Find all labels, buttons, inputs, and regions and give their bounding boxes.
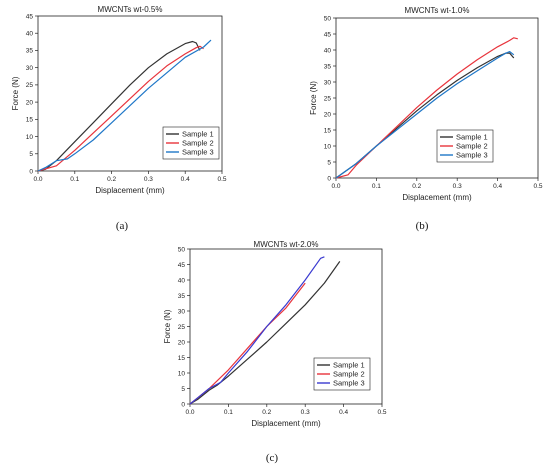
legend-entry: Sample 2 — [456, 142, 488, 151]
series-line-3 — [189, 256, 325, 405]
x-axis-label: Displacement (mm) — [95, 186, 165, 195]
series-line-3 — [37, 39, 212, 172]
series-line-2 — [335, 37, 518, 179]
x-tick-label: 0.5 — [377, 409, 386, 416]
y-tick-label: 15 — [26, 117, 34, 124]
x-tick-label: 0.3 — [453, 183, 462, 190]
chart-title: MWCNTs wt-1.0% — [405, 6, 470, 15]
x-tick-label: 0.2 — [412, 183, 421, 190]
panel-caption: (b) — [416, 220, 429, 232]
legend-entry: Sample 1 — [333, 361, 365, 370]
x-tick-label: 0.5 — [533, 183, 542, 190]
y-tick-label: 35 — [178, 293, 186, 300]
series-line-3 — [335, 51, 515, 179]
x-tick-label: 0.4 — [493, 183, 502, 190]
y-tick-label: 5 — [181, 386, 185, 393]
y-tick-label: 10 — [324, 143, 332, 150]
panel-caption: (c) — [266, 452, 279, 464]
legend-entry: Sample 1 — [456, 133, 488, 142]
y-tick-label: 5 — [327, 159, 331, 166]
y-tick-label: 15 — [324, 127, 332, 134]
y-tick-label: 50 — [324, 15, 332, 22]
y-tick-label: 40 — [324, 47, 332, 54]
y-tick-label: 20 — [178, 339, 186, 346]
x-tick-label: 0.4 — [181, 176, 190, 183]
chart-panel-2: 0.0 0.1 0.2 0.3 0.4 0.5 0 5 10 15 20 25 30 35 40 45 50 Di… — [309, 6, 543, 232]
y-tick-label: 40 — [26, 31, 34, 38]
series-line-1 — [189, 261, 341, 405]
legend-entry: Sample 3 — [456, 151, 488, 160]
x-tick-label: 0.0 — [331, 183, 340, 190]
x-tick-label: 0.5 — [217, 176, 226, 183]
x-tick-label: 0.3 — [144, 176, 153, 183]
x-tick-label: 0.2 — [262, 409, 271, 416]
legend-entry: Sample 3 — [333, 379, 365, 388]
x-axis-label: Displacement (mm) — [251, 419, 321, 428]
chart-title: MWCNTs wt-2.0% — [254, 240, 319, 249]
x-tick-label: 0.3 — [301, 409, 310, 416]
y-tick-label: 30 — [26, 65, 34, 72]
y-tick-label: 20 — [26, 99, 34, 106]
y-tick-label: 0 — [29, 168, 33, 175]
y-tick-label: 25 — [26, 82, 34, 89]
y-tick-label: 45 — [324, 31, 332, 38]
y-tick-label: 40 — [178, 277, 186, 284]
y-tick-label: 10 — [26, 134, 34, 141]
x-tick-label: 0.1 — [372, 183, 381, 190]
legend-entry: Sample 2 — [182, 139, 214, 148]
chart-panel-3: 0.0 0.1 0.2 0.3 0.4 0.5 0 5 10 15 20 25 30 35 40 45 50 Di… — [163, 240, 387, 464]
x-tick-label: 0.1 — [224, 409, 233, 416]
y-tick-label: 10 — [178, 370, 186, 377]
y-tick-label: 45 — [26, 13, 34, 20]
y-tick-label: 30 — [324, 79, 332, 86]
plot-frame — [37, 15, 223, 172]
y-tick-label: 30 — [178, 308, 186, 315]
legend-entry: Sample 3 — [182, 148, 214, 157]
x-tick-label: 0.2 — [107, 176, 116, 183]
y-tick-label: 5 — [29, 151, 33, 158]
y-tick-label: 25 — [324, 95, 332, 102]
legend-entry: Sample 1 — [182, 130, 214, 139]
x-tick-label: 0.4 — [339, 409, 348, 416]
y-axis-label: Force (N) — [163, 309, 172, 343]
y-axis-label: Force (N) — [11, 76, 20, 110]
chart-panel-1: 0.0 0.1 0.2 0.3 0.4 0.5 0 5 10 15 20 25 30 35 40 45 Disp… — [11, 5, 227, 232]
x-tick-label: 0.1 — [70, 176, 79, 183]
x-tick-label: 0.0 — [185, 409, 194, 416]
x-axis-label: Displacement (mm) — [402, 193, 472, 202]
series-line-2 — [37, 45, 204, 172]
y-tick-label: 20 — [324, 111, 332, 118]
y-axis-label: Force (N) — [309, 81, 318, 115]
y-tick-label: 50 — [178, 246, 186, 253]
y-tick-label: 15 — [178, 355, 186, 362]
x-tick-label: 0.0 — [33, 176, 42, 183]
series-line-2 — [189, 282, 306, 405]
y-tick-label: 0 — [327, 175, 331, 182]
y-tick-label: 25 — [178, 324, 186, 331]
y-tick-label: 35 — [324, 63, 332, 70]
y-tick-label: 0 — [181, 401, 185, 408]
y-tick-label: 35 — [26, 48, 34, 55]
y-tick-label: 45 — [178, 262, 186, 269]
legend-entry: Sample 2 — [333, 370, 365, 379]
chart-title: MWCNTs wt-0.5% — [98, 5, 163, 14]
panel-caption: (a) — [116, 220, 129, 232]
